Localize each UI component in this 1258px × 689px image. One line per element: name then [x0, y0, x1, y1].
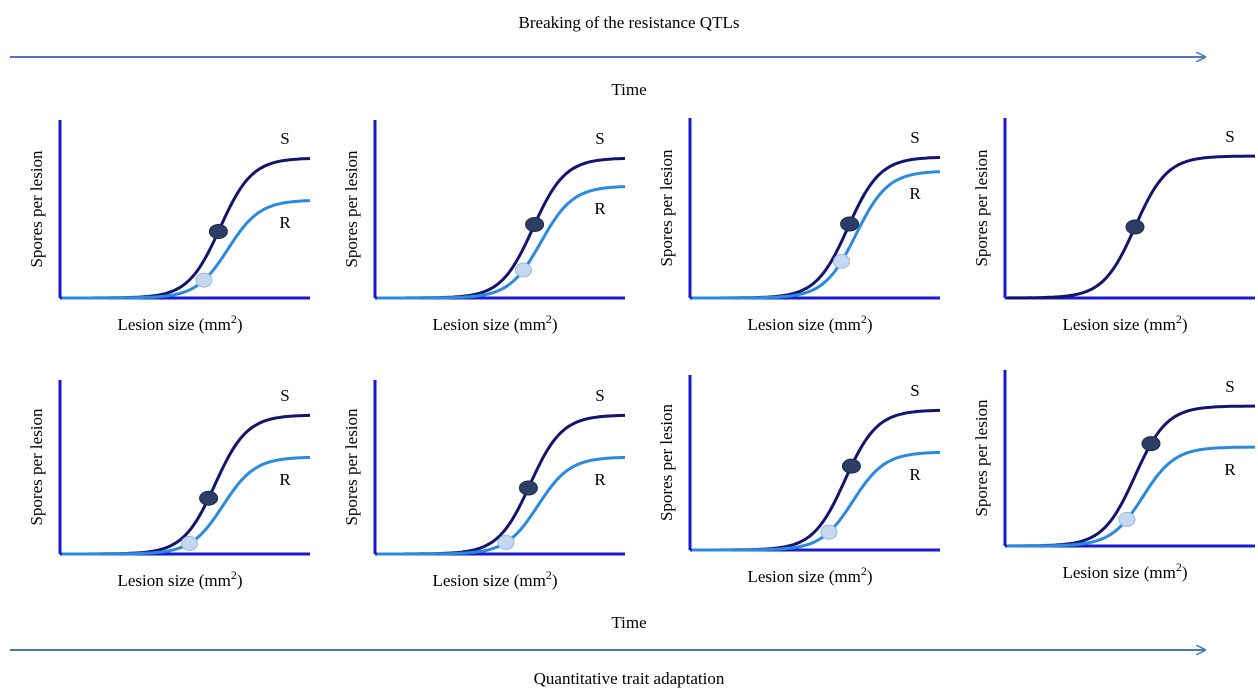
- label-s: S: [595, 129, 604, 148]
- x-label-end: ): [867, 567, 873, 586]
- x-label-sup: 2: [861, 564, 867, 578]
- spore-light: [1118, 511, 1136, 527]
- x-axis-label: Lesion size (mm2): [1063, 560, 1188, 582]
- x-axis-label: Lesion size (mm2): [433, 568, 558, 590]
- x-label-sup: 2: [546, 568, 552, 582]
- x-label-text: Lesion size (mm: [118, 571, 231, 590]
- x-label-text: Lesion size (mm: [748, 567, 861, 586]
- label-s: S: [280, 129, 289, 148]
- curve-s: [62, 157, 311, 300]
- panel: S R Spores per lesion Lesion size (mm2): [972, 370, 1255, 582]
- x-label-text: Lesion size (mm: [118, 315, 231, 334]
- y-axis-label: Spores per lesion: [27, 150, 46, 268]
- x-label-sup: 2: [546, 312, 552, 326]
- x-label-end: ): [1182, 563, 1188, 582]
- x-label-end: ): [237, 315, 243, 334]
- x-label-end: ): [237, 571, 243, 590]
- spore-light: [195, 272, 213, 288]
- y-axis-label: Spores per lesion: [657, 149, 676, 267]
- panel: S Spores per lesion Lesion size (mm2): [972, 118, 1255, 334]
- curve-s: [377, 413, 625, 556]
- spore-dark: [1125, 219, 1145, 235]
- x-label-sup: 2: [231, 568, 237, 582]
- label-s: S: [595, 386, 604, 405]
- curve-r: [1007, 445, 1255, 548]
- label-r: R: [594, 199, 606, 218]
- curve-s: [62, 413, 310, 556]
- x-label-sup: 2: [231, 312, 237, 326]
- curve-s: [377, 156, 626, 300]
- x-label-sup: 2: [861, 312, 867, 326]
- curve-r: [692, 450, 941, 552]
- label-r: R: [279, 213, 291, 232]
- panel: S R Spores per lesion Lesion size (mm2): [342, 120, 626, 334]
- x-axis-label: Lesion size (mm2): [118, 312, 243, 334]
- label-r: R: [909, 184, 921, 203]
- x-label-sup: 2: [1176, 560, 1182, 574]
- x-axis-label: Lesion size (mm2): [433, 312, 558, 334]
- spore-light: [497, 534, 515, 550]
- spore-dark: [525, 217, 545, 233]
- x-label-end: ): [1182, 315, 1188, 334]
- spore-dark: [208, 223, 228, 239]
- spore-light: [833, 253, 851, 269]
- x-axis-label: Lesion size (mm2): [118, 568, 243, 590]
- spore-dark: [518, 480, 538, 496]
- curve-s: [692, 408, 940, 552]
- x-label-end: ): [552, 571, 558, 590]
- label-r: R: [279, 470, 291, 489]
- spore-dark: [1141, 436, 1161, 452]
- top-time: Time: [611, 80, 646, 99]
- label-s: S: [910, 381, 919, 400]
- top-title: Breaking of the resistance QTLs: [519, 13, 740, 32]
- label-r: R: [1224, 460, 1236, 479]
- y-axis-label: Spores per lesion: [657, 403, 676, 521]
- x-label-end: ): [867, 315, 873, 334]
- label-s: S: [280, 386, 289, 405]
- x-label-sup: 2: [1176, 312, 1182, 326]
- x-label-text: Lesion size (mm: [433, 571, 546, 590]
- y-axis-label: Spores per lesion: [27, 408, 46, 526]
- spore-dark: [199, 490, 219, 506]
- label-s: S: [1225, 377, 1234, 396]
- x-label-text: Lesion size (mm: [1063, 563, 1176, 582]
- label-s: S: [1225, 127, 1234, 146]
- panel: S R Spores per lesion Lesion size (mm2): [27, 380, 311, 590]
- x-axis-label: Lesion size (mm2): [1063, 312, 1188, 334]
- panel: S R Spores per lesion Lesion size (mm2): [657, 118, 941, 334]
- x-label-end: ): [552, 315, 558, 334]
- x-label-text: Lesion size (mm: [433, 315, 546, 334]
- spore-dark: [840, 216, 860, 232]
- y-axis-label: Spores per lesion: [972, 399, 991, 517]
- curve-s: [1006, 154, 1255, 300]
- curve-r: [377, 185, 626, 300]
- y-axis-label: Spores per lesion: [972, 149, 991, 267]
- label-r: R: [909, 465, 921, 484]
- panel: S R Spores per lesion Lesion size (mm2): [657, 375, 941, 586]
- spore-light: [180, 535, 198, 551]
- x-axis-label: Lesion size (mm2): [748, 564, 873, 586]
- curve-r: [62, 199, 311, 300]
- x-axis-label: Lesion size (mm2): [748, 312, 873, 334]
- spore-light: [514, 262, 532, 278]
- x-label-text: Lesion size (mm: [1063, 315, 1176, 334]
- curve-r: [692, 170, 941, 300]
- spore-light: [820, 524, 838, 540]
- label-r: R: [594, 470, 606, 489]
- y-axis-label: Spores per lesion: [342, 150, 361, 268]
- panel: S R Spores per lesion Lesion size (mm2): [342, 380, 626, 590]
- x-label-text: Lesion size (mm: [748, 315, 861, 334]
- bottom-time: Time: [611, 613, 646, 632]
- panel: S R Spores per lesion Lesion size (mm2): [27, 120, 311, 334]
- y-axis-label: Spores per lesion: [342, 408, 361, 526]
- label-s: S: [910, 128, 919, 147]
- bottom-title: Quantitative trait adaptation: [534, 669, 725, 688]
- spore-dark: [841, 458, 861, 474]
